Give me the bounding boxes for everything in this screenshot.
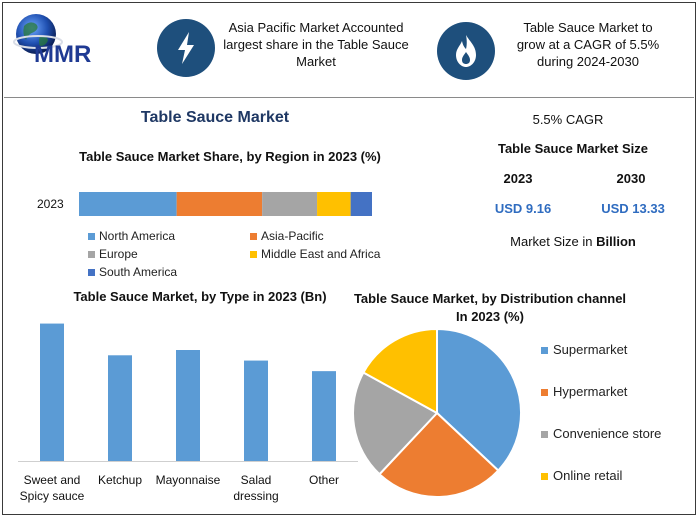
legend-swatch: [88, 233, 95, 240]
year-2030: 2030: [616, 171, 646, 186]
pie-slice-online-retail: [362, 327, 438, 415]
pie-slice-convenience-store: [352, 371, 439, 476]
legend-swatch: [88, 251, 95, 258]
fact-asia-pacific: Asia Pacific Market Accounted largest sh…: [223, 20, 409, 69]
type-tick-label: Sweet and: [24, 473, 81, 487]
market-size-unit-note: Market Size in Billion: [478, 234, 668, 249]
region-stacked-bar-chart: 2023: [37, 192, 372, 216]
region-category-label: 2023: [37, 197, 64, 211]
legend-swatch: [88, 269, 95, 276]
region-bar-segment-middle-east-and-africa: [317, 192, 351, 216]
pie-slice-hypermarket: [378, 411, 500, 498]
type-tick-label: Spicy sauce: [20, 489, 85, 503]
legend-label: Europe: [99, 247, 138, 261]
type-tick-label: dressing: [233, 489, 278, 503]
header: MMR Asia Pacific Market Accounted larges…: [0, 0, 698, 98]
distribution-chart-title: Table Sauce Market, by Distribution chan…: [353, 291, 627, 324]
region-bar-segment-north-america: [79, 192, 177, 216]
legend-label: North America: [99, 229, 176, 243]
region-bar-segment-asia-pacific: [176, 192, 263, 216]
pie-legend-label-online-retail: Online retail: [553, 468, 622, 483]
legend-label: Middle East and Africa: [261, 247, 381, 261]
legend-swatch: [250, 251, 257, 258]
legend-label: South America: [99, 265, 178, 279]
type-tick-label: Other: [309, 473, 339, 487]
type-bar-salad-dressing: [244, 360, 268, 461]
unit-note-bold: Billion: [596, 234, 636, 249]
region-legend: North America Asia-Pacific Europe Middle Ea…: [88, 229, 408, 281]
region-bar-segment-south-america: [350, 192, 372, 216]
year-2023: 2023: [503, 171, 533, 186]
legend-label: Asia-Pacific: [261, 229, 324, 243]
type-bar-ketchup: [108, 355, 132, 461]
region-chart-title: Table Sauce Market Share, by Region in 2…: [79, 149, 381, 164]
value-2030: USD 13.33: [601, 201, 665, 216]
type-bar-other: [312, 371, 336, 461]
distribution-pie-chart: Supermarket Hypermarket Convenience store O…: [352, 327, 661, 498]
pie-legend-swatch: [541, 431, 548, 438]
pie-legend-label-supermarket: Supermarket: [553, 342, 628, 357]
region-bar-segment-europe: [262, 192, 318, 216]
type-tick-label: Mayonnaise: [156, 473, 221, 487]
globe-icon: MMR: [13, 14, 91, 68]
pie-legend-swatch: [541, 473, 548, 480]
page-title: Table Sauce Market: [140, 109, 290, 126]
value-2023: USD 9.16: [494, 201, 552, 216]
type-bar-mayonnaise: [176, 350, 200, 461]
fact-cagr: Table Sauce Market to grow at a CAGR of …: [516, 20, 660, 69]
pie-legend-swatch: [541, 389, 548, 396]
unit-note-prefix: Market Size in: [510, 234, 597, 249]
type-tick-label: Salad: [241, 473, 272, 487]
svg-text:MMR: MMR: [34, 41, 91, 68]
pie-legend-swatch: [541, 347, 548, 354]
market-size-title: Table Sauce Market Size: [497, 141, 649, 156]
pie-legend-label-convenience-store: Convenience store: [553, 426, 661, 441]
pie-slice-supermarket: [436, 327, 522, 472]
cagr-label: 5.5% CAGR: [532, 112, 604, 127]
pie-legend-label-hypermarket: Hypermarket: [553, 384, 628, 399]
flame-icon: [437, 22, 495, 80]
mmr-logo: MMR: [12, 10, 142, 70]
lightning-bolt-icon: [157, 19, 215, 77]
header-divider: [4, 97, 694, 98]
type-bar-sweet-and-spicy-sauce: [40, 323, 64, 461]
type-tick-label: Ketchup: [98, 473, 142, 487]
type-chart-title: Table Sauce Market, by Type in 2023 (Bn): [73, 289, 327, 304]
legend-swatch: [250, 233, 257, 240]
type-bar-chart: Sweet and Spicy sauce Ketchup Mayonnaise Sal…: [18, 323, 358, 503]
